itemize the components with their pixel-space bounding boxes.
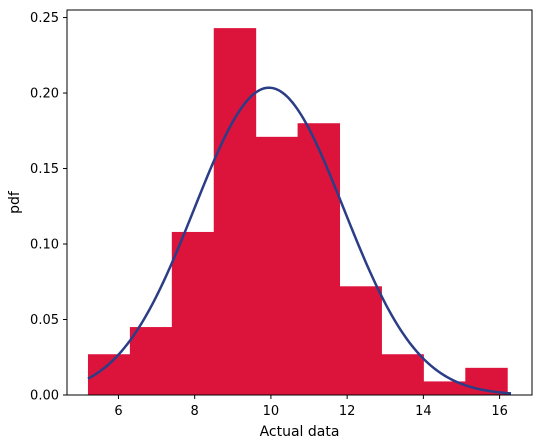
x-tick-label-1: 8	[191, 404, 199, 419]
histogram-bar-3	[213, 28, 257, 396]
histogram-bar-1	[129, 327, 173, 395]
y-tick-label-0: 0.00	[30, 389, 59, 404]
histogram-bar-6	[339, 286, 382, 395]
x-tick-label-0: 6	[114, 404, 122, 419]
x-tick-label-3: 12	[339, 404, 356, 419]
x-axis-label: Actual data	[260, 424, 340, 440]
x-tick-label-4: 14	[415, 404, 432, 419]
y-tick-label-2: 0.10	[30, 238, 59, 253]
y-axis-label: pdf	[7, 190, 23, 214]
y-tick-label-4: 0.20	[30, 87, 59, 102]
plot-frame	[66, 9, 533, 396]
x-tick-label-5: 16	[491, 404, 508, 419]
y-tick-label-3: 0.15	[30, 162, 59, 177]
y-axis-ticks: 0.00 0.05 0.10 0.15 0.20 0.25	[30, 11, 67, 404]
histogram-bar-8	[423, 381, 466, 395]
normal-pdf-curve	[87, 86, 512, 395]
histogram-bar-2	[171, 231, 215, 395]
histogram-bar-5	[297, 123, 341, 395]
y-tick-label-5: 0.25	[30, 11, 59, 26]
y-tick-label-1: 0.05	[30, 313, 59, 328]
x-axis-ticks: 6 8 10 12 14 16	[114, 395, 508, 419]
histogram-bar-4	[255, 136, 299, 395]
histogram-bars	[87, 28, 508, 396]
x-tick-label-2: 10	[263, 404, 280, 419]
histogram-bar-7	[381, 354, 424, 395]
